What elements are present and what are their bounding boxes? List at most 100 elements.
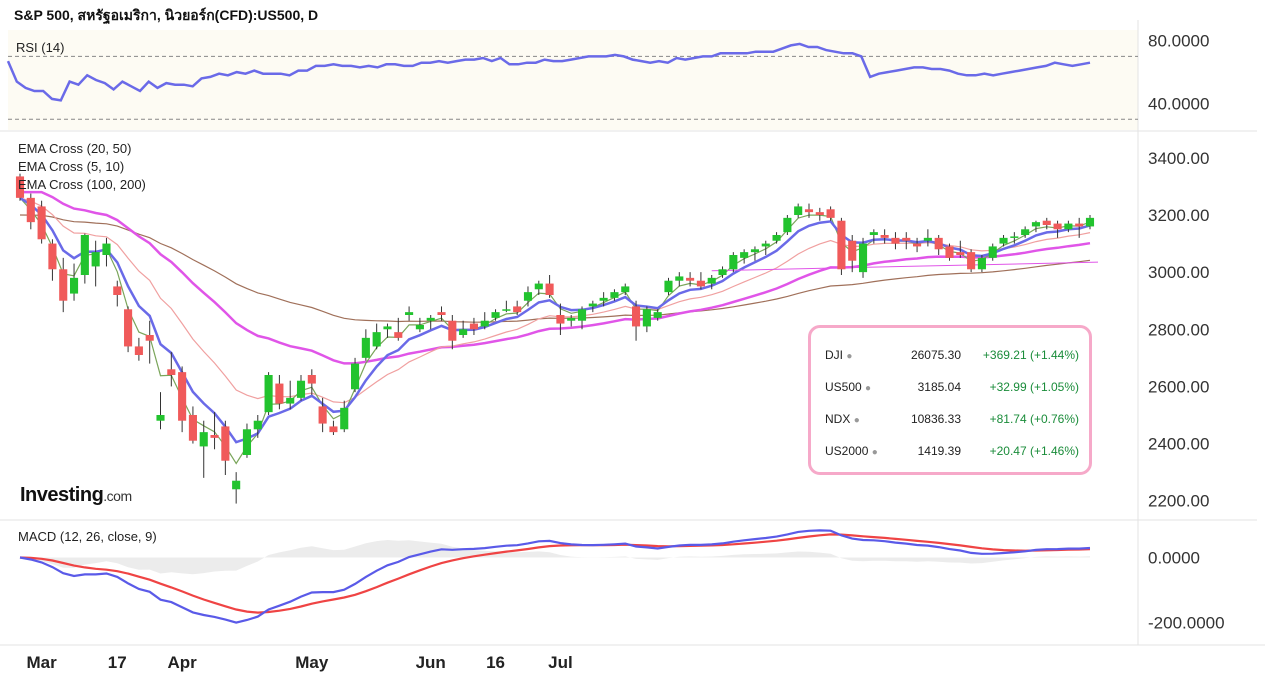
- candle-body: [1010, 236, 1019, 238]
- quote-row[interactable]: US2000 ● 1419.39 +20.47 (+1.46%): [825, 444, 1079, 458]
- candle-body: [178, 372, 187, 421]
- candle-body: [307, 375, 316, 384]
- quote-change: +369.21 (+1.44%): [982, 348, 1079, 362]
- candle-body: [113, 286, 122, 295]
- candle-body: [318, 406, 327, 424]
- candle-body: [437, 312, 446, 315]
- candle-body: [459, 329, 468, 335]
- candle-body: [480, 320, 489, 327]
- candle-body: [783, 217, 792, 233]
- price-tick-label: 2400.00: [1148, 435, 1209, 454]
- candle-body: [804, 209, 814, 213]
- quote-symbol: US2000: [825, 444, 869, 458]
- candle-body: [945, 246, 954, 258]
- quote-symbol: NDX: [825, 412, 851, 426]
- candle-body: [102, 243, 111, 255]
- quote-price: 26075.30: [910, 348, 961, 362]
- candle-body: [772, 235, 781, 241]
- candle-body: [1021, 229, 1030, 235]
- candle-body: [858, 243, 868, 273]
- macd-tick-label: 0.0000: [1148, 549, 1200, 568]
- candle-body: [37, 206, 46, 240]
- time-tick-label: Jun: [416, 653, 446, 672]
- candle-body: [426, 317, 435, 321]
- quote-row[interactable]: NDX ● 10836.33 +81.74 (+0.76%): [825, 412, 1079, 426]
- candle-body: [902, 237, 911, 241]
- quote-price: 10836.33: [910, 412, 961, 426]
- candle-body: [523, 292, 533, 301]
- candle-body: [740, 252, 749, 258]
- candle-body: [577, 309, 587, 321]
- candle-body: [448, 320, 457, 341]
- candle-body: [286, 397, 295, 404]
- candle-body: [653, 312, 662, 318]
- macd-signal-line: [19, 533, 1091, 614]
- ema-label-3: EMA Cross (100, 200): [18, 177, 146, 192]
- candle-body: [967, 252, 976, 270]
- rsi-label: RSI (14): [16, 40, 65, 55]
- candle-body: [513, 306, 522, 313]
- candle-body: [729, 255, 738, 270]
- candle-body: [340, 407, 349, 430]
- candle-body: [675, 276, 684, 281]
- quote-change: +81.74 (+0.76%): [989, 412, 1079, 426]
- candle-body: [80, 235, 89, 275]
- candle-body: [750, 249, 760, 253]
- candle-body: [502, 309, 511, 311]
- quote-row[interactable]: DJI ● 26075.30 +369.21 (+1.44%): [825, 348, 1079, 362]
- candle-body: [26, 197, 35, 223]
- price-tick-label: 2200.00: [1148, 492, 1209, 511]
- candle-body: [242, 429, 252, 455]
- candle-body: [188, 415, 197, 441]
- candle-body: [664, 280, 673, 293]
- ema-100-line: [20, 190, 1091, 365]
- candle-body: [372, 332, 381, 347]
- candle-body: [59, 269, 68, 301]
- candle-body: [696, 280, 705, 287]
- candle-body: [848, 240, 857, 261]
- candle-body: [999, 237, 1008, 244]
- candle-body: [210, 435, 219, 438]
- candle-body: [1064, 223, 1073, 230]
- candle-body: [977, 257, 986, 270]
- candle-body: [826, 209, 835, 218]
- candle-body: [794, 206, 803, 215]
- candle-body: [469, 323, 478, 330]
- candle-body: [534, 283, 543, 290]
- candle-body: [232, 480, 241, 490]
- candle-body: [632, 306, 641, 327]
- candle-body: [48, 243, 57, 270]
- candle-body: [1031, 222, 1041, 227]
- time-tick-label: Mar: [26, 653, 57, 672]
- investing-logo: Investing.com: [20, 484, 132, 506]
- candle-body: [167, 369, 176, 375]
- quote-price: 1419.39: [917, 444, 961, 458]
- candle-body: [1075, 223, 1084, 227]
- quote-row[interactable]: US500 ● 3185.04 +32.99 (+1.05%): [825, 380, 1079, 394]
- candle-body: [361, 337, 370, 358]
- time-tick-label: Jul: [548, 653, 573, 672]
- quote-price: 3185.04: [917, 380, 961, 394]
- candle-body: [761, 243, 770, 247]
- chart-title: S&P 500, สหรัฐอเมริกา, นิวยอร์ก(CFD):US5…: [14, 7, 319, 23]
- quote-symbol: DJI: [825, 348, 843, 362]
- candle-body: [1042, 220, 1051, 225]
- time-tick-label: 16: [486, 653, 505, 672]
- candle-body: [415, 325, 424, 330]
- candle-body: [124, 309, 133, 347]
- quote-change: +20.47 (+1.46%): [989, 444, 1079, 458]
- candle-body: [383, 326, 392, 330]
- candle-body: [588, 303, 597, 307]
- rsi-tick-label: 80.0000: [1148, 32, 1209, 51]
- candle-body: [253, 420, 262, 430]
- candle-body: [15, 176, 25, 198]
- candle-body: [545, 283, 554, 295]
- candle-body: [934, 237, 943, 250]
- quote-symbol: US500: [825, 380, 862, 394]
- candle-body: [69, 277, 79, 294]
- candle-body: [556, 315, 565, 324]
- price-tick-label: 2800.00: [1148, 320, 1209, 339]
- candle-body: [350, 363, 360, 390]
- candle-body: [264, 375, 273, 413]
